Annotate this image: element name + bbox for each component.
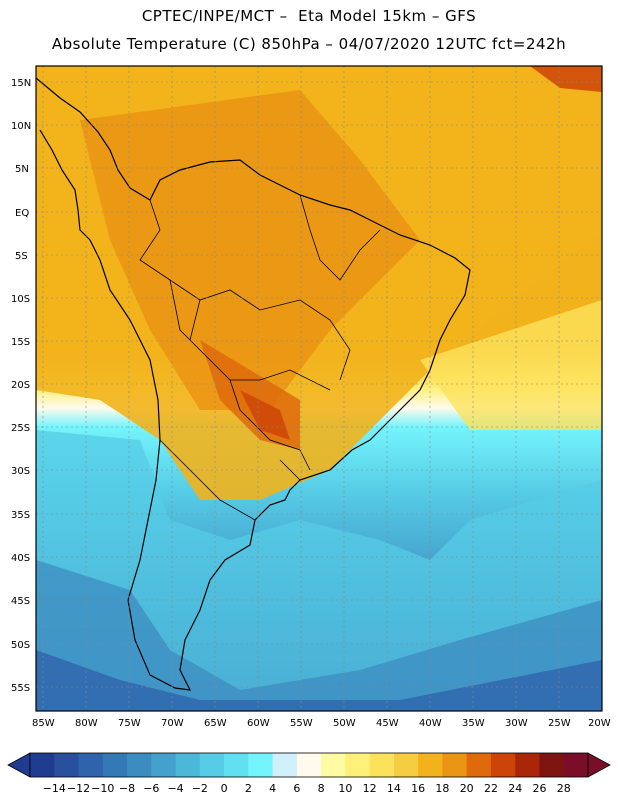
colorbar-arrow-low bbox=[7, 752, 31, 778]
map-frame bbox=[35, 65, 603, 712]
lat-label: 10S bbox=[11, 294, 30, 305]
colorbar-labels: −14 −12 −10 −8 −6 −4 −2 0 2 4 6 8 10 12 14 16 18 20 22 24 26… bbox=[43, 782, 571, 795]
colorbar-swatch bbox=[296, 753, 322, 777]
lat-label: 55S bbox=[11, 683, 30, 694]
colorbar-tick-label: −10 bbox=[91, 782, 114, 795]
colorbar-swatch bbox=[369, 753, 395, 777]
lat-label: 45S bbox=[11, 596, 30, 607]
lon-label: 20W bbox=[588, 718, 611, 729]
colorbar-swatch bbox=[175, 753, 201, 777]
colorbar-tick-label: 26 bbox=[532, 782, 546, 795]
lat-label: 15N bbox=[11, 78, 31, 89]
lat-label: 5N bbox=[15, 164, 29, 175]
lat-label: 50S bbox=[11, 640, 30, 651]
lat-label: 40S bbox=[11, 553, 30, 564]
colorbar-swatch bbox=[490, 753, 516, 777]
latitude-labels: 15N 10N 5N EQ 5S 10S 15S 20S 25S 30S 35S… bbox=[11, 78, 31, 694]
colorbar-swatch bbox=[102, 753, 128, 777]
lat-label: 10N bbox=[11, 121, 31, 132]
colorbar-swatch bbox=[78, 753, 104, 777]
lon-label: 75W bbox=[118, 718, 141, 729]
lon-label: 35W bbox=[462, 718, 485, 729]
lon-label: 80W bbox=[75, 718, 98, 729]
colorbar-tick-label: −12 bbox=[67, 782, 90, 795]
map-title: CPTEC/INPE/MCT – Eta Model 15km – GFS bbox=[141, 7, 477, 25]
colorbar-swatch bbox=[515, 753, 540, 777]
colorbar-tick-label: 14 bbox=[387, 782, 401, 795]
colorbar-swatch bbox=[272, 753, 298, 777]
lon-label: 25W bbox=[548, 718, 571, 729]
colorbar-tick-label: −2 bbox=[192, 782, 208, 795]
lat-label: 25S bbox=[11, 423, 30, 434]
colorbar-swatch bbox=[345, 753, 371, 777]
longitude-labels: 85W 80W 75W 70W 65W 60W 55W 50W 45W 40W … bbox=[32, 718, 611, 729]
colorbar-swatch bbox=[224, 753, 249, 777]
country-borders bbox=[139, 194, 381, 521]
lat-label: EQ bbox=[15, 208, 29, 219]
colorbar-tick-label: 16 bbox=[411, 782, 425, 795]
colorbar-swatch bbox=[30, 753, 55, 777]
lat-label: 5S bbox=[15, 251, 28, 262]
lat-label: 35S bbox=[11, 510, 30, 521]
colorbar-swatch bbox=[248, 753, 274, 777]
lat-label: 15S bbox=[11, 337, 30, 348]
colorbar-tick-label: 10 bbox=[338, 782, 352, 795]
map-subtitle: Absolute Temperature (C) 850hPa – 04/07/… bbox=[51, 35, 567, 53]
colorbar-swatch bbox=[151, 753, 177, 777]
colorbar-tick-label: 6 bbox=[293, 782, 300, 795]
lat-label: 20S bbox=[11, 380, 30, 391]
colorbar-tick-label: −4 bbox=[167, 782, 183, 795]
colorbar-swatch bbox=[199, 753, 225, 777]
gridlines bbox=[36, 66, 603, 711]
colorbar-tick-label: 20 bbox=[460, 782, 474, 795]
colorbar-tick-label: 2 bbox=[245, 782, 252, 795]
colorbar-swatch bbox=[563, 753, 589, 777]
colorbar-tick-label: 24 bbox=[508, 782, 522, 795]
colorbar-tick-label: 12 bbox=[363, 782, 377, 795]
lon-label: 85W bbox=[32, 718, 55, 729]
lon-label: 60W bbox=[247, 718, 270, 729]
colorbar-tick-label: 4 bbox=[269, 782, 276, 795]
colorbar-swatch bbox=[539, 753, 565, 777]
temperature-field bbox=[36, 66, 602, 711]
lon-label: 65W bbox=[204, 718, 227, 729]
colorbar-tick-label: 22 bbox=[484, 782, 498, 795]
lon-label: 40W bbox=[419, 718, 442, 729]
colorbar-tick-label: 18 bbox=[435, 782, 449, 795]
colorbar-tick-label: −8 bbox=[119, 782, 135, 795]
colorbar-swatch bbox=[321, 753, 346, 777]
lon-label: 45W bbox=[376, 718, 399, 729]
lon-label: 70W bbox=[161, 718, 184, 729]
colorbar-swatch bbox=[442, 753, 468, 777]
colorbar-arrow-high bbox=[587, 752, 611, 778]
lon-label: 30W bbox=[505, 718, 528, 729]
colorbar-tick-label: 0 bbox=[221, 782, 228, 795]
coastline bbox=[36, 77, 471, 691]
colorbar-frame bbox=[29, 752, 589, 778]
colorbar-swatch bbox=[418, 753, 443, 777]
colorbar-swatch bbox=[127, 753, 152, 777]
colorbar-tick-label: −14 bbox=[43, 782, 66, 795]
lon-label: 55W bbox=[290, 718, 313, 729]
colorbar-tick-label: −6 bbox=[143, 782, 159, 795]
colorbar-swatch bbox=[466, 753, 492, 777]
colorbar-tick-label: 8 bbox=[318, 782, 325, 795]
colorbar-swatch bbox=[54, 753, 80, 777]
lon-label: 50W bbox=[333, 718, 356, 729]
colorbar-tick-label: 28 bbox=[557, 782, 571, 795]
lat-label: 30S bbox=[11, 466, 30, 477]
colorbar-swatch bbox=[393, 753, 419, 777]
colorbar bbox=[7, 752, 611, 778]
